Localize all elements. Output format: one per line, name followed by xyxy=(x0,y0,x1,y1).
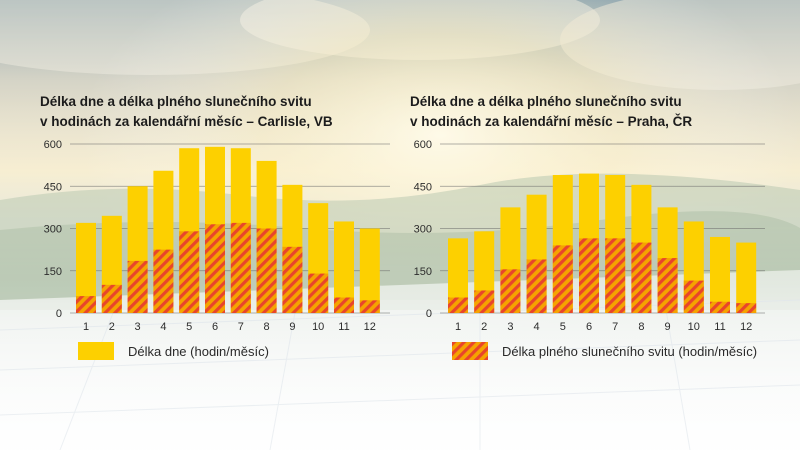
chart-title-praha: Délka dne a délka plného slunečního svit… xyxy=(410,92,692,132)
x-tick-label: 3 xyxy=(135,321,141,333)
x-tick-label: 7 xyxy=(238,321,244,333)
legend-label-sunshine: Délka plného slunečního svitu (hodin/měs… xyxy=(502,343,758,359)
y-tick-label: 150 xyxy=(44,266,62,278)
bar-sunshine xyxy=(657,258,678,313)
bar-sunshine xyxy=(127,260,148,313)
bar-sunshine xyxy=(179,231,200,313)
x-tick-label: 12 xyxy=(740,321,752,333)
bar-sunshine xyxy=(579,238,599,313)
bar-sunshine xyxy=(308,273,329,313)
chart-title-line-2: v hodinách za kalendářní měsíc – Carlisl… xyxy=(40,114,333,129)
x-tick-label: 12 xyxy=(364,321,376,333)
x-tick-label: 11 xyxy=(338,321,349,333)
x-tick-label: 8 xyxy=(264,321,270,333)
x-tick-label: 4 xyxy=(160,321,166,333)
x-tick-label: 3 xyxy=(507,321,513,333)
bar-day-length xyxy=(76,222,96,313)
legend-day-length: Délka dne (hodin/měsíc) xyxy=(78,342,269,360)
x-tick-label: 1 xyxy=(455,321,461,333)
x-tick-label: 2 xyxy=(109,321,115,333)
y-tick-label: 300 xyxy=(414,224,432,236)
y-tick-label: 0 xyxy=(56,308,62,320)
legend-sunshine: Délka plného slunečního svitu (hodin/měs… xyxy=(452,342,757,360)
x-tick-label: 10 xyxy=(312,321,324,333)
y-tick-label: 600 xyxy=(44,139,62,151)
x-tick-label: 2 xyxy=(481,321,487,333)
x-tick-label: 7 xyxy=(612,321,618,333)
y-tick-label: 450 xyxy=(414,181,432,193)
bar-sunshine xyxy=(710,301,730,313)
bar-sunshine xyxy=(101,284,122,313)
bar-sunshine xyxy=(631,242,652,313)
chart-title-line-2: v hodinách za kalendářní měsíc – Praha, … xyxy=(410,114,693,129)
bar-day-length xyxy=(359,228,380,313)
y-tick-label: 450 xyxy=(44,181,62,193)
y-tick-label: 300 xyxy=(44,224,62,236)
bar-sunshine xyxy=(474,290,495,313)
bar-sunshine xyxy=(448,297,468,313)
bar-sunshine xyxy=(526,259,547,313)
bar-sunshine xyxy=(605,238,626,313)
bar-sunshine xyxy=(359,300,380,313)
x-tick-label: 5 xyxy=(560,321,566,333)
x-tick-label: 1 xyxy=(83,321,89,333)
bar-sunshine xyxy=(282,246,303,313)
x-tick-label: 11 xyxy=(714,321,725,333)
bar-sunshine xyxy=(500,269,521,313)
x-tick-label: 6 xyxy=(212,321,218,333)
chart-title-line-1: Délka dne a délka plného slunečního svit… xyxy=(410,94,682,109)
x-tick-label: 9 xyxy=(289,321,295,333)
bar-day-length xyxy=(710,236,730,313)
chart-title-carlisle: Délka dne a délka plného slunečního svit… xyxy=(40,92,333,132)
bar-sunshine xyxy=(334,297,354,313)
bar-sunshine xyxy=(76,296,96,313)
y-tick-label: 0 xyxy=(426,308,432,320)
x-tick-label: 5 xyxy=(186,321,192,333)
legend-label-day-length: Délka dne (hodin/měsíc) xyxy=(128,343,269,359)
x-tick-label: 8 xyxy=(638,321,644,333)
y-tick-label: 600 xyxy=(414,139,432,151)
x-tick-label: 10 xyxy=(688,321,700,333)
legend-swatch-sunshine xyxy=(452,342,488,360)
x-tick-label: 9 xyxy=(665,321,671,333)
bar-sunshine xyxy=(256,228,277,313)
bar-sunshine xyxy=(683,280,704,313)
bar-sunshine xyxy=(736,303,757,313)
bar-day-length xyxy=(736,242,757,313)
bar-sunshine xyxy=(153,249,174,313)
legend-swatch-day-length xyxy=(78,342,114,360)
x-tick-label: 4 xyxy=(534,321,540,333)
bar-sunshine xyxy=(230,222,251,313)
bar-day-length xyxy=(334,221,354,313)
y-tick-label: 150 xyxy=(414,266,432,278)
bar-sunshine xyxy=(205,224,225,313)
bar-day-length xyxy=(448,238,468,313)
chart-title-line-1: Délka dne a délka plného slunečního svit… xyxy=(40,94,312,109)
x-tick-label: 6 xyxy=(586,321,592,333)
bar-sunshine xyxy=(552,245,573,313)
